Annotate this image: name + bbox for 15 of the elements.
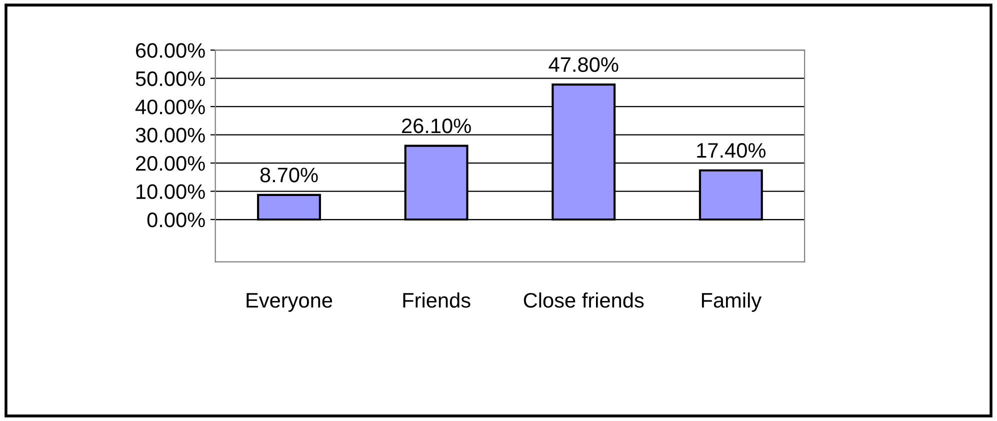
y-tick-label: 20.00% xyxy=(136,156,205,171)
x-tick-label: Close friends xyxy=(524,292,644,308)
data-label: 8.70% xyxy=(260,168,318,182)
y-tick-label: 10.00% xyxy=(136,184,205,200)
y-tick-label: 40.00% xyxy=(135,100,205,114)
data-label: 47.80% xyxy=(548,57,618,72)
y-tick-label: 30.00% xyxy=(136,128,205,143)
data-label: 26.10% xyxy=(402,118,471,134)
data-label: 17.40% xyxy=(697,143,766,158)
x-tick-label: Friends xyxy=(403,292,470,308)
x-tick-label: Everyone xyxy=(246,293,332,312)
y-tick-label: 60.00% xyxy=(136,43,205,58)
y-tick-label: 50.00% xyxy=(136,71,205,86)
y-tick-label: 0.00% xyxy=(147,212,205,228)
x-tick-label: Family xyxy=(702,292,762,312)
